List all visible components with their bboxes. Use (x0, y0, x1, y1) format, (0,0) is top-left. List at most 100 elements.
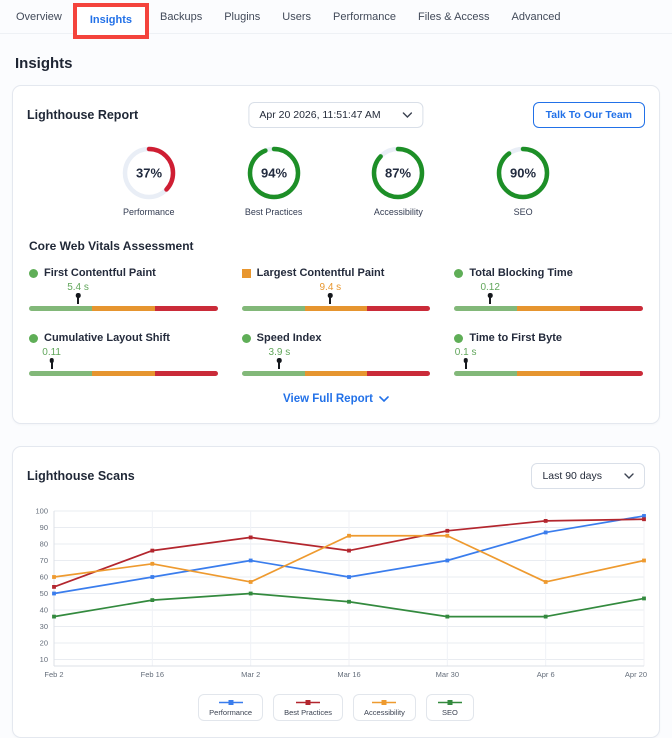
svg-text:10: 10 (40, 655, 48, 664)
svg-text:70: 70 (40, 556, 48, 565)
svg-text:40: 40 (40, 606, 48, 615)
tab-plugins[interactable]: Plugins (224, 11, 261, 23)
svg-text:60: 60 (40, 573, 48, 582)
vital-cumulative-layout-shift: Cumulative Layout Shift 0.11 (29, 332, 218, 377)
lighthouse-scans-chart: 100 90 80 70 60 50 40 30 20 10 Feb 2 Feb 16 Mar 2 Mar… (27, 501, 647, 686)
gauge-ring-icon: 87% (372, 146, 425, 200)
svg-text:Feb 2: Feb 2 (44, 670, 63, 679)
vital-threshold-bar (454, 306, 643, 311)
svg-text:30: 30 (40, 622, 48, 631)
svg-text:90%: 90% (510, 166, 536, 181)
vital-value: 0.11 (42, 347, 61, 358)
tab-advanced[interactable]: Advanced (511, 11, 561, 23)
gauge-performance: 37% Performance (120, 144, 178, 217)
view-full-report-label: View Full Report (283, 393, 373, 405)
legend-label: Accessibility (364, 708, 405, 717)
svg-text:94%: 94% (261, 166, 287, 181)
lighthouse-scans-header: Lighthouse Scans Last 90 days (27, 461, 645, 491)
gauge-seo: 90% SEO (494, 144, 552, 217)
lighthouse-scans-card: Lighthouse Scans Last 90 days 100 90 80 70 6… (12, 446, 660, 738)
vital-label: Time to First Byte (469, 332, 563, 344)
scan-range-select[interactable]: Last 90 days (531, 463, 645, 489)
svg-text:Apr 20: Apr 20 (625, 670, 647, 679)
tab-users[interactable]: Users (282, 11, 312, 23)
gauge-label: Performance (123, 207, 175, 217)
gauge-best-practices: 94% Best Practices (245, 144, 303, 217)
talk-to-our-team-button[interactable]: Talk To Our Team (532, 102, 645, 128)
vital-value: 9.4 s (319, 282, 342, 293)
svg-text:20: 20 (40, 639, 48, 648)
vital-label: Cumulative Layout Shift (44, 332, 170, 344)
svg-text:Apr 6: Apr 6 (537, 670, 555, 679)
vital-threshold-bar (241, 306, 431, 311)
vital-marker-pin (489, 295, 492, 304)
line-chart: 100 90 80 70 60 50 40 30 20 10 Feb 2 Feb 16 Mar 2 Mar… (35, 507, 647, 680)
svg-text:Mar 2: Mar 2 (241, 670, 260, 679)
gauge-label: Best Practices (244, 207, 303, 217)
legend-label: SEO (441, 708, 458, 717)
chevron-down-icon (624, 473, 634, 479)
tab-performance[interactable]: Performance (333, 11, 397, 23)
report-date-select[interactable]: Apr 20 2026, 11:51:47 AM (248, 102, 424, 128)
svg-text:100: 100 (35, 507, 48, 516)
vital-label: First Contentful Paint (44, 267, 156, 279)
vital-label: Total Blocking Time (469, 267, 573, 279)
svg-text:50: 50 (40, 589, 48, 598)
legend-line-icon (218, 700, 243, 705)
gauge-ring-icon: 37% (122, 146, 176, 200)
vital-largest-contentful-paint: Largest Contentful Paint 9.4 s (241, 267, 431, 312)
svg-text:80: 80 (40, 540, 48, 549)
svg-text:Mar 30: Mar 30 (436, 670, 459, 679)
vital-threshold-bar (29, 306, 218, 311)
chevron-down-icon (402, 112, 413, 118)
legend-line-icon (437, 700, 462, 705)
tab-overview[interactable]: Overview (16, 11, 62, 23)
lighthouse-report-header: Lighthouse Report Apr 20 2026, 11:51:47 … (27, 100, 645, 130)
vital-marker-pin (278, 360, 281, 369)
legend-item-seo[interactable]: SEO (425, 694, 474, 721)
core-web-vitals-title: Core Web Vitals Assessment (29, 239, 194, 253)
svg-text:Mar 16: Mar 16 (337, 670, 360, 679)
legend-item-accessibility[interactable]: Accessibility (353, 694, 416, 721)
vital-threshold-bar (29, 371, 218, 376)
svg-text:90: 90 (40, 523, 48, 532)
lighthouse-gauges: 37% Performance 94% Best Practices 87% Access… (27, 130, 645, 223)
page-title: Insights (15, 55, 73, 72)
vital-value: 5.4 s (67, 282, 89, 293)
vital-status-circle-icon (454, 268, 464, 278)
svg-text:87%: 87% (385, 166, 411, 181)
vital-label: Largest Contentful Paint (256, 267, 385, 279)
svg-text:Feb 16: Feb 16 (141, 670, 164, 679)
gauge-label: SEO (513, 207, 533, 217)
lighthouse-report-title: Lighthouse Report (27, 108, 139, 122)
page-body: Insights Lighthouse Report Apr 20 2026, … (0, 55, 672, 738)
chart-legend: Performance Best Practices Accessibility SE… (27, 694, 645, 721)
lighthouse-scans-title: Lighthouse Scans (27, 469, 135, 483)
lighthouse-report-card: Lighthouse Report Apr 20 2026, 11:51:47 … (12, 85, 660, 424)
legend-item-best-practices[interactable]: Best Practices (273, 694, 344, 721)
vital-speed-index: Speed Index 3.9 s (241, 332, 431, 377)
vital-marker-pin (77, 295, 80, 304)
vital-marker-pin (464, 360, 467, 369)
vital-time-to-first-byte: Time to First Byte 0.1 s (454, 332, 643, 377)
tab-insights[interactable]: Insights (72, 3, 150, 39)
legend-label: Best Practices (284, 708, 333, 717)
core-web-vitals-grid: First Contentful Paint 5.4 s Largest Conte… (27, 267, 645, 377)
legend-item-performance[interactable]: Performance (198, 694, 264, 721)
vital-value: 3.9 s (268, 347, 291, 358)
gauge-ring-icon: 90% (496, 146, 550, 200)
gauge-accessibility: 87% Accessibility (369, 144, 427, 217)
gauge-label: Accessibility (373, 207, 423, 217)
tab-files-access[interactable]: Files & Access (418, 11, 490, 23)
scan-range-value: Last 90 days (542, 470, 602, 482)
tab-backups[interactable]: Backups (160, 11, 203, 23)
vital-status-circle-icon (241, 333, 251, 343)
report-date-value: Apr 20 2026, 11:51:47 AM (259, 109, 381, 121)
vital-value: 0.1 s (454, 347, 477, 358)
legend-line-icon (296, 700, 321, 705)
vital-status-square-icon (241, 268, 251, 278)
view-full-report-link[interactable]: View Full Report (27, 393, 645, 405)
gauge-ring-icon: 94% (247, 146, 300, 200)
vital-status-circle-icon (29, 268, 38, 278)
legend-label: Performance (209, 708, 253, 717)
